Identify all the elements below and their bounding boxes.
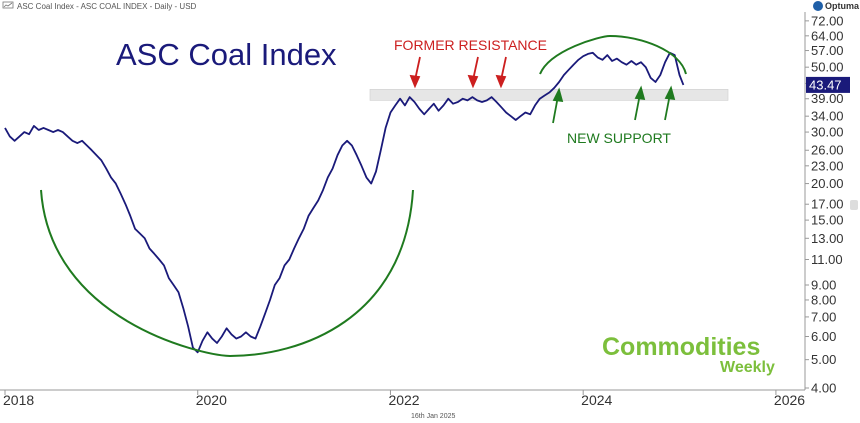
y-axis-ticks: 72.0064.0057.0050.0044.0039.0034.0030.00… xyxy=(805,13,844,396)
y-tick-label: 39.00 xyxy=(811,91,844,106)
y-tick-label: 13.00 xyxy=(811,231,844,246)
brand-weekly: Weekly xyxy=(720,359,775,376)
y-tick-label: 23.00 xyxy=(811,158,844,173)
optuma-logo-icon xyxy=(813,1,823,11)
bottom-arc xyxy=(40,189,414,358)
header-icon xyxy=(2,1,14,9)
chart-title: ASC Coal Index xyxy=(116,37,337,72)
red-arrow-icon xyxy=(467,56,479,89)
y-tick-label: 9.00 xyxy=(811,277,836,292)
x-tick-label: 2022 xyxy=(388,392,419,408)
y-tick-label: 17.00 xyxy=(811,197,844,212)
optuma-logo: Optuma xyxy=(813,1,860,11)
x-tick-label: 2018 xyxy=(3,392,34,408)
y-tick-label: 6.00 xyxy=(811,329,836,344)
y-tick-label: 7.00 xyxy=(811,309,836,324)
green-arrow-icon xyxy=(552,87,564,124)
green-arrow-icon xyxy=(634,85,646,121)
y-tick-label: 30.00 xyxy=(811,125,844,140)
red-arrow-icon xyxy=(409,56,421,89)
optuma-logo-text: Optuma xyxy=(825,1,860,11)
y-tick-label: 15.00 xyxy=(811,213,844,228)
y-tick-label: 20.00 xyxy=(811,176,844,191)
support-arrows xyxy=(552,85,676,124)
y-tick-label: 72.00 xyxy=(811,13,844,28)
top-arc xyxy=(539,34,687,75)
last-value-label: 43.47 xyxy=(809,77,842,92)
brand-commodities: Commodities xyxy=(602,333,760,361)
x-axis-ticks: 2018 2020 2022 2024 2026 xyxy=(3,390,805,408)
resistance-arrows xyxy=(409,56,507,89)
y-tick-label: 8.00 xyxy=(811,292,836,307)
y-tick-label: 57.00 xyxy=(811,43,844,58)
y-tick-label: 4.00 xyxy=(811,381,836,396)
y-tick-label: 50.00 xyxy=(811,60,844,75)
green-arrow-icon xyxy=(664,85,676,121)
last-value-badge: 43.47 xyxy=(806,76,850,93)
series-line xyxy=(4,51,685,354)
y-tick-label: 26.00 xyxy=(811,143,844,158)
new-support-label: NEW SUPPORT xyxy=(567,130,671,146)
header-caption: ASC Coal Index - ASC COAL INDEX - Daily … xyxy=(17,2,197,11)
red-arrow-icon xyxy=(495,56,507,89)
x-tick-label: 2024 xyxy=(581,392,612,408)
y-tick-label: 34.00 xyxy=(811,109,844,124)
last-value-bg xyxy=(806,76,850,93)
y-tick-label: 64.00 xyxy=(811,28,844,43)
x-tick-label: 2026 xyxy=(774,392,805,408)
x-tick-label: 2020 xyxy=(196,392,227,408)
y-tick-label: 5.00 xyxy=(811,352,836,367)
y-tick-label: 11.00 xyxy=(811,252,843,267)
scroll-handle[interactable] xyxy=(850,200,858,210)
former-resistance-label: FORMER RESISTANCE xyxy=(394,37,547,53)
resistance-band xyxy=(369,89,729,101)
footer-date: 16th Jan 2025 xyxy=(411,413,455,420)
